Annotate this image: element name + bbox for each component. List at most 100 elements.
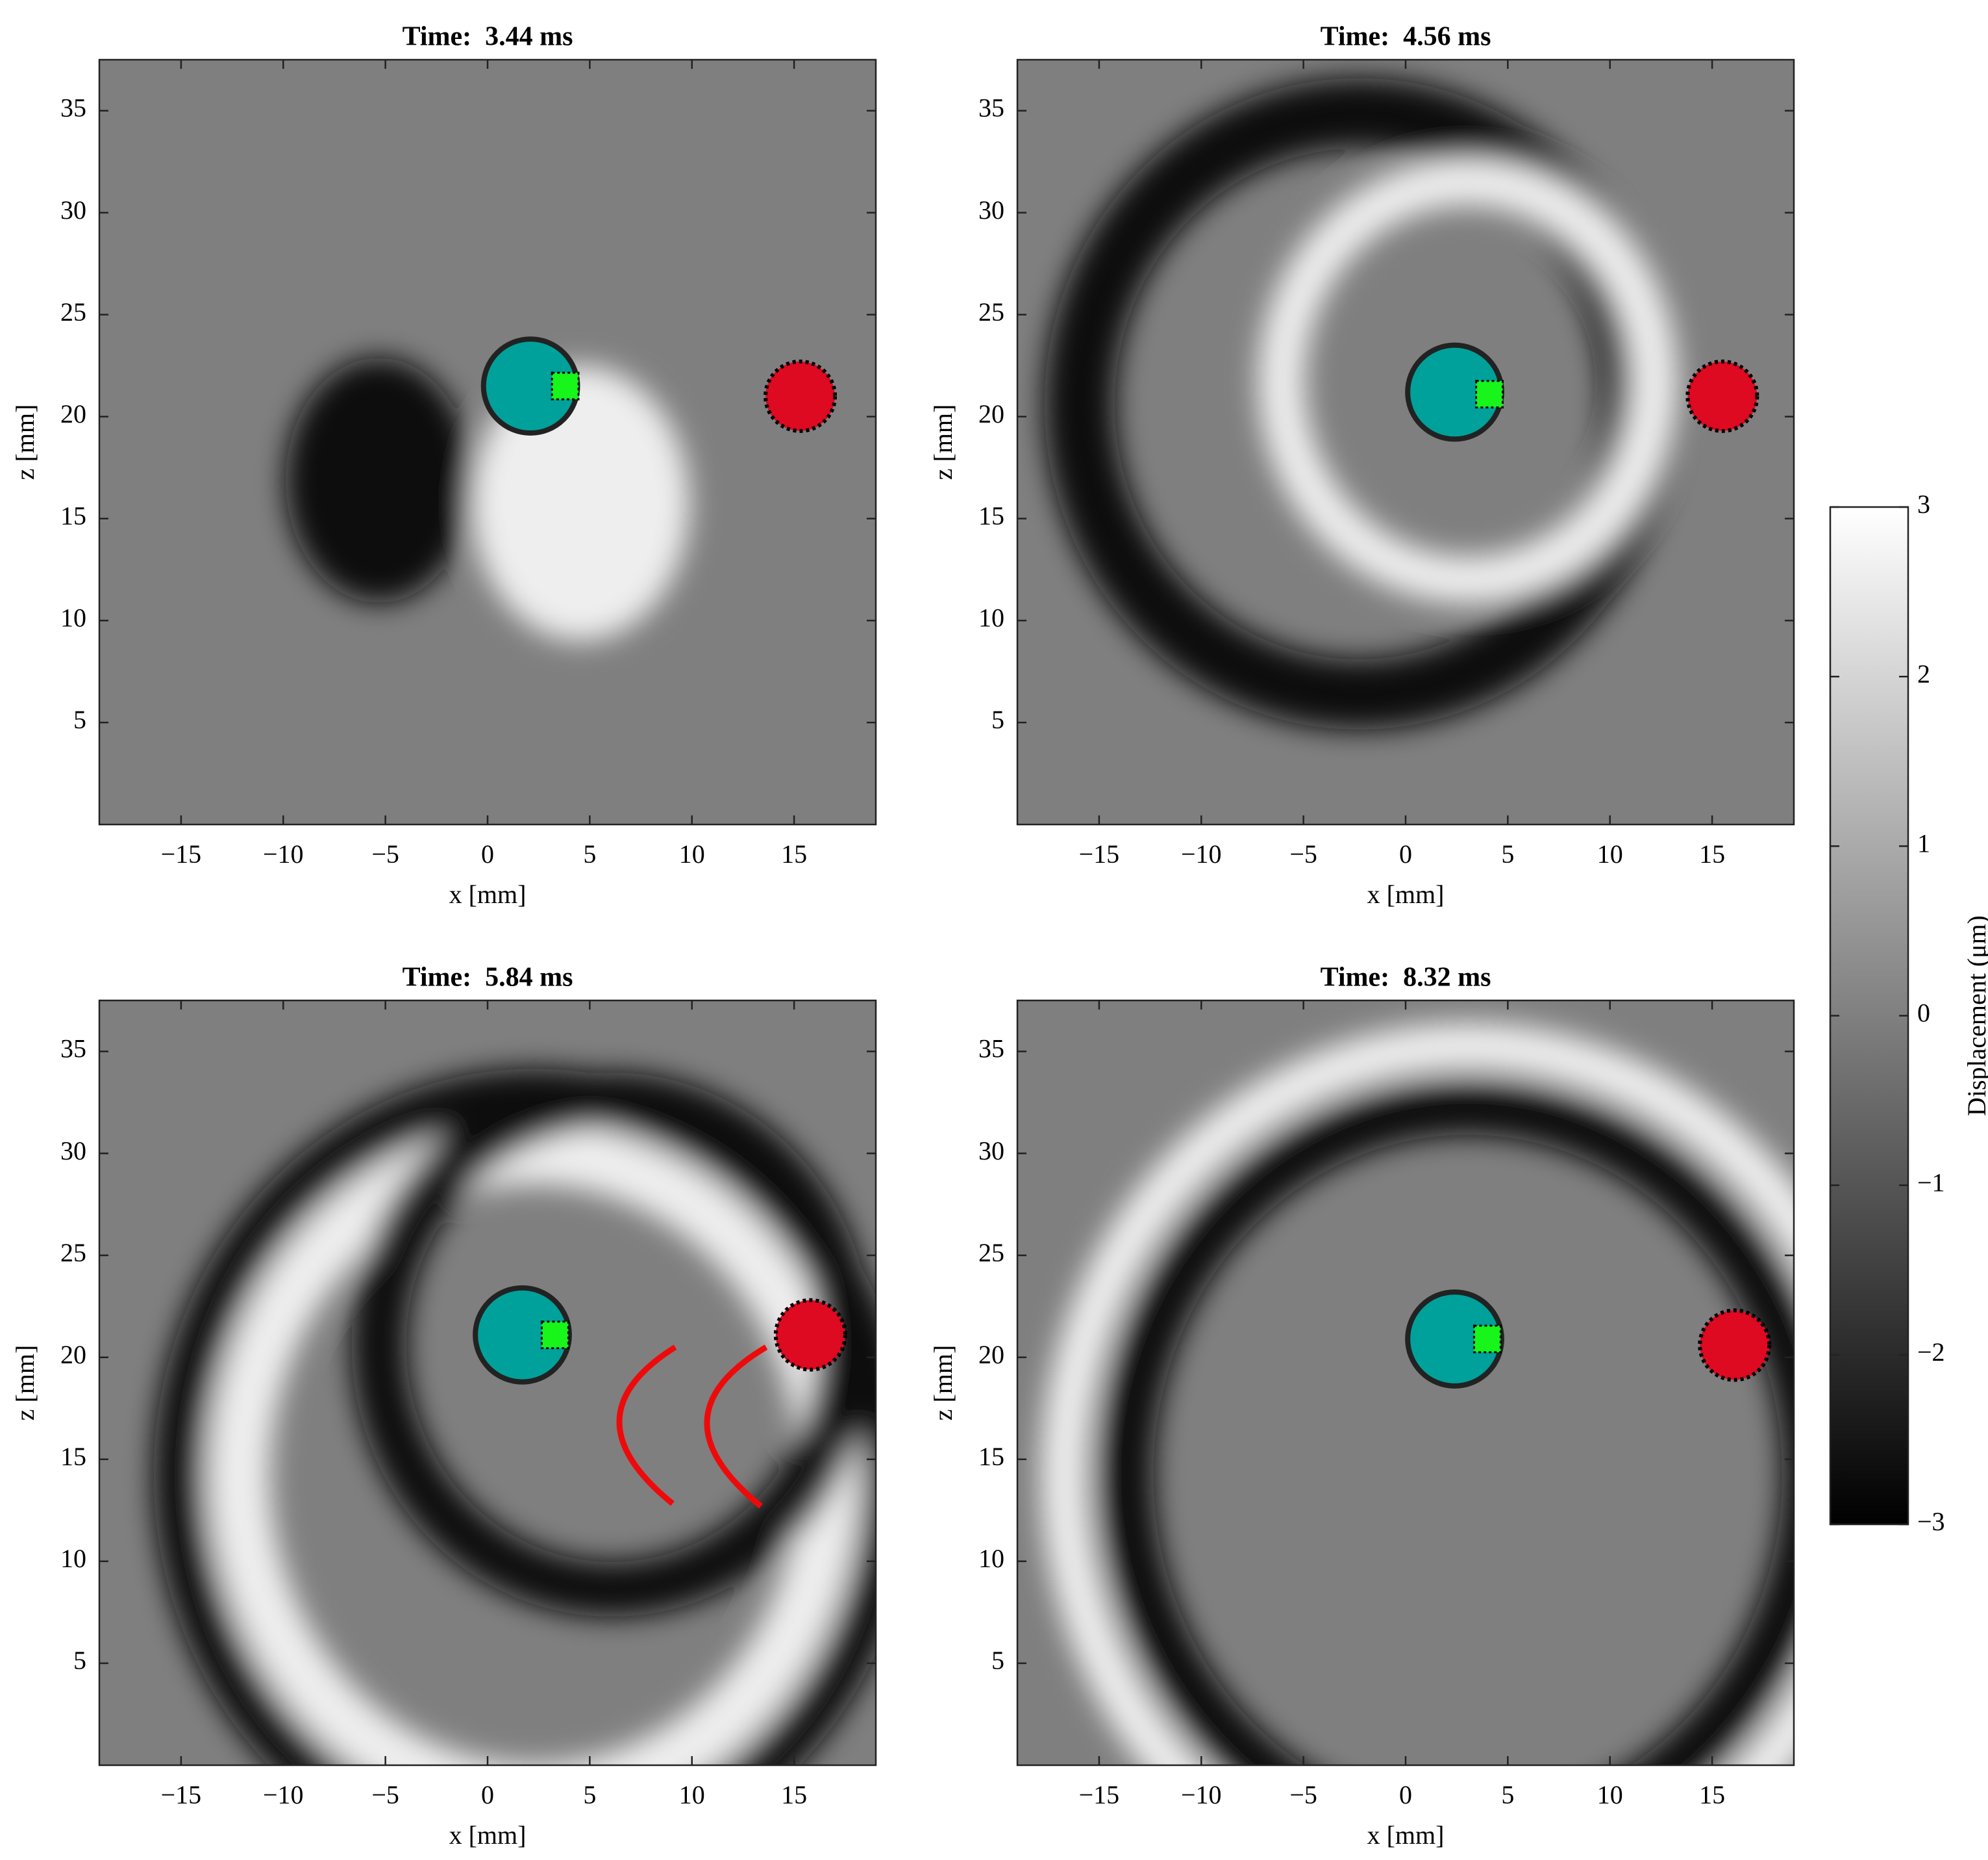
marker-circle xyxy=(773,1298,847,1372)
y-tick-label: 35 xyxy=(60,93,86,123)
x-tick-label: 15 xyxy=(781,1780,807,1809)
marker-square xyxy=(540,1321,569,1350)
colorbar-tick-label: 0 xyxy=(1917,998,1930,1028)
x-tick-label: 10 xyxy=(1597,1780,1623,1809)
field-bands xyxy=(1044,78,1678,730)
marker-circle xyxy=(1405,1289,1504,1389)
panel: −15 −10 −5 0 5 10 15 5 10 15 20 25 30 35 Time: 5.84 ms… xyxy=(10,963,877,1850)
y-tick-label: 5 xyxy=(73,705,86,734)
y-tick-label: 10 xyxy=(60,603,86,632)
x-tick-label: 0 xyxy=(1399,1780,1412,1809)
marker-circle xyxy=(1698,1308,1772,1382)
y-tick-label: 15 xyxy=(978,501,1004,530)
colorbar-gradient xyxy=(1829,506,1909,1526)
y-axis-label: z [mm] xyxy=(928,404,958,480)
displacement-field xyxy=(1044,78,1678,730)
x-axis-label: x [mm] xyxy=(449,880,527,909)
y-tick-label: 30 xyxy=(60,1136,86,1165)
y-tick-label: 35 xyxy=(978,1034,1004,1063)
x-tick-label: −10 xyxy=(1181,839,1222,869)
x-tick-label: −10 xyxy=(263,1780,304,1809)
x-tick-label: 0 xyxy=(481,1780,494,1809)
y-tick-label: 25 xyxy=(60,1238,86,1267)
y-tick-label: 5 xyxy=(991,1646,1004,1675)
colorbar-tick-label: −1 xyxy=(1917,1168,1945,1197)
x-tick-label: 10 xyxy=(1597,839,1623,869)
y-tick-label: 5 xyxy=(991,705,1004,734)
wavefront-arc xyxy=(616,1345,677,1506)
y-tick-label: 25 xyxy=(978,1238,1004,1267)
colorbar-tick-label: −2 xyxy=(1917,1337,1945,1367)
x-tick-label: −15 xyxy=(161,1780,202,1809)
y-tick-label: 10 xyxy=(978,1544,1004,1573)
displacement-field xyxy=(1041,1023,1794,1765)
wavefront-arc xyxy=(704,1345,768,1509)
y-axis-label: z [mm] xyxy=(10,1345,40,1421)
y-tick-label: 30 xyxy=(978,1136,1004,1165)
band xyxy=(1099,1080,1794,1765)
x-tick-label: 5 xyxy=(1501,1780,1514,1809)
y-tick-label: 20 xyxy=(60,399,86,428)
x-axis-label: x [mm] xyxy=(1367,1820,1445,1850)
marker-square xyxy=(1472,1324,1502,1354)
band xyxy=(1607,465,1639,496)
x-tick-label: 15 xyxy=(1699,839,1725,869)
y-tick-label: 15 xyxy=(978,1442,1004,1471)
band xyxy=(1258,158,1678,603)
x-tick-label: 10 xyxy=(679,839,705,869)
marker-circle xyxy=(473,1285,572,1385)
x-tick-label: −10 xyxy=(263,839,304,869)
y-tick-label: 15 xyxy=(60,501,86,530)
y-tick-label: 20 xyxy=(978,399,1004,428)
y-tick-label: 35 xyxy=(60,1034,86,1063)
y-axis-label: z [mm] xyxy=(928,1345,958,1421)
x-tick-label: 15 xyxy=(1699,1780,1725,1809)
colorbar-tick-label: 3 xyxy=(1917,490,1930,519)
x-tick-label: 5 xyxy=(583,1780,596,1809)
y-tick-label: 25 xyxy=(978,297,1004,327)
y-tick-label: 20 xyxy=(60,1340,86,1369)
y-tick-label: 15 xyxy=(60,1442,86,1471)
x-axis-label: x [mm] xyxy=(449,1820,527,1850)
colorbar-tick-label: −3 xyxy=(1917,1507,1945,1536)
marker-circle xyxy=(764,359,838,433)
marker-square xyxy=(551,371,580,401)
y-tick-label: 20 xyxy=(978,1340,1004,1369)
chart-title: Time: 4.56 ms xyxy=(1321,22,1491,52)
x-tick-label: 10 xyxy=(679,1780,705,1809)
colorbar-label: Displacement (μm) xyxy=(1962,915,1988,1116)
panel: −15 −10 −5 0 5 10 15 5 10 15 20 25 30 35 Time: 3.44 ms… xyxy=(10,22,877,909)
panel: −15 −10 −5 0 5 10 15 5 10 15 20 25 30 35 Time: 8.32 ms… xyxy=(928,963,1795,1850)
chart-title: Time: 3.44 ms xyxy=(403,22,573,52)
x-tick-label: −5 xyxy=(371,1780,399,1809)
chart-title: Time: 8.32 ms xyxy=(1321,963,1491,993)
x-axis-label: x [mm] xyxy=(1367,880,1445,909)
x-tick-label: 5 xyxy=(1501,839,1514,869)
band xyxy=(1041,1023,1794,1765)
y-tick-label: 10 xyxy=(978,603,1004,632)
chart-title: Time: 5.84 ms xyxy=(403,963,573,993)
y-tick-label: 10 xyxy=(60,1544,86,1573)
y-tick-label: 25 xyxy=(60,297,86,327)
y-tick-label: 5 xyxy=(73,1646,86,1675)
colorbar-tick-label: 2 xyxy=(1917,659,1930,688)
colorbar: −3 −2 −1 0 1 2 3 Displacement (μm) xyxy=(1829,490,1988,1536)
colorbar-tick-label: 1 xyxy=(1917,829,1930,858)
x-tick-label: 0 xyxy=(1399,839,1412,869)
x-tick-label: −15 xyxy=(1079,1780,1120,1809)
panel: −15 −10 −5 0 5 10 15 5 10 15 20 25 30 35 Time: 4.56 ms… xyxy=(928,22,1795,909)
x-tick-label: −10 xyxy=(1181,1780,1222,1809)
x-tick-label: −5 xyxy=(371,839,399,869)
y-tick-label: 30 xyxy=(978,195,1004,225)
x-tick-label: 0 xyxy=(481,839,494,869)
x-tick-label: −5 xyxy=(1289,1780,1317,1809)
x-tick-label: −15 xyxy=(161,839,202,869)
field-bands xyxy=(1041,1023,1794,1765)
x-tick-label: −5 xyxy=(1289,839,1317,869)
y-tick-label: 35 xyxy=(978,93,1004,123)
marker-circle xyxy=(1685,359,1759,433)
x-tick-label: 15 xyxy=(781,839,807,869)
band xyxy=(286,358,473,603)
y-axis-label: z [mm] xyxy=(10,404,40,480)
